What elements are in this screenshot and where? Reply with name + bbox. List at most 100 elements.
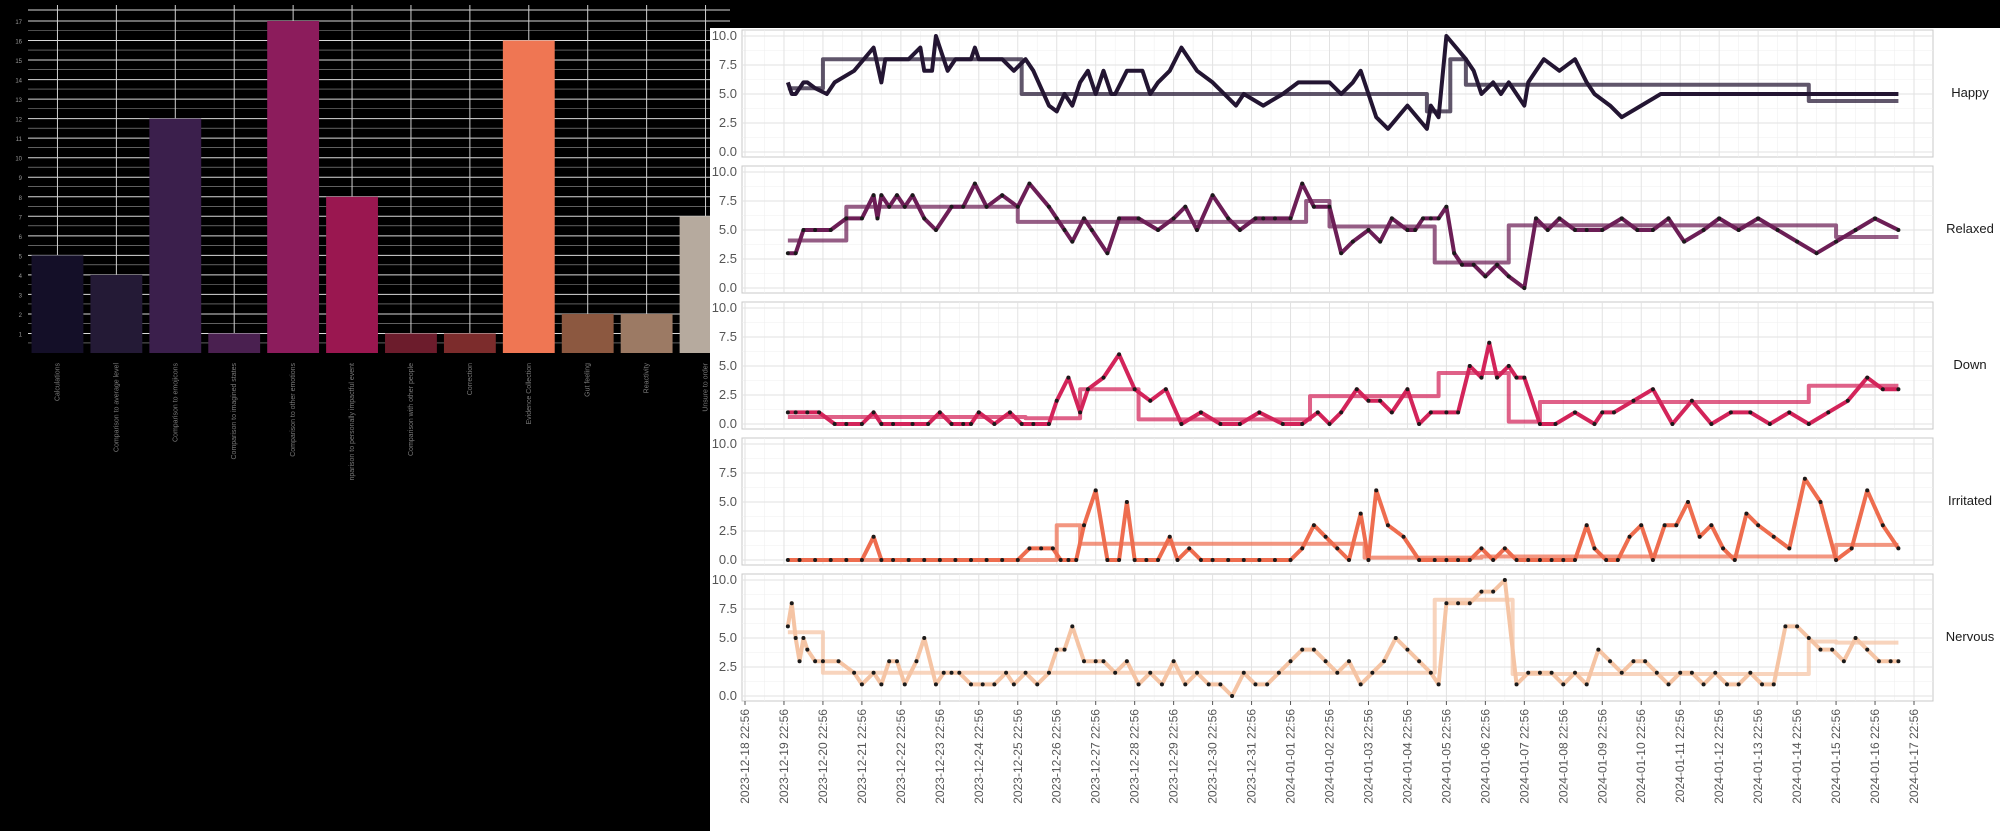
data-point	[1802, 476, 1807, 481]
data-point	[1089, 228, 1094, 232]
data-point	[1311, 647, 1316, 652]
data-point	[1697, 534, 1702, 539]
data-point	[1678, 670, 1683, 675]
data-point	[1241, 558, 1246, 562]
data-point	[1876, 659, 1881, 664]
data-point	[1841, 659, 1846, 664]
data-point	[1561, 682, 1566, 687]
data-point	[1491, 589, 1496, 594]
data-point	[1198, 558, 1203, 562]
data-point	[1093, 488, 1098, 493]
data-point	[1054, 647, 1059, 652]
data-point	[1650, 387, 1655, 392]
y-tick-label: 0.0	[719, 280, 737, 295]
data-point	[1502, 578, 1507, 582]
data-point	[1300, 546, 1305, 551]
data-point	[1682, 239, 1687, 244]
facet-irritated: 0.0 2.5 5.0 7.5 10.0 Irritated	[712, 436, 1992, 567]
data-point	[1713, 670, 1718, 675]
data-point	[1795, 239, 1800, 244]
y-tick-label: 2.5	[719, 251, 737, 266]
data-point	[922, 558, 927, 562]
bar-y-tick-label: 14	[15, 79, 22, 85]
data-point	[1405, 647, 1410, 652]
data-point	[949, 204, 954, 209]
data-point	[1272, 216, 1277, 221]
data-point	[1358, 682, 1363, 687]
data-point	[1584, 682, 1589, 687]
data-point	[1187, 546, 1192, 551]
data-point	[1522, 286, 1527, 290]
data-point	[1689, 398, 1694, 403]
data-point	[1082, 216, 1087, 221]
data-point	[891, 422, 896, 426]
data-point	[1101, 659, 1106, 664]
y-tick-label: 10.0	[712, 28, 737, 43]
data-point	[984, 558, 989, 562]
data-point	[1070, 624, 1075, 629]
y-tick-label: 0.0	[719, 688, 737, 703]
x-tick-label: 2023-12-30 22:56	[1206, 709, 1220, 804]
data-point	[1685, 500, 1690, 504]
data-point	[1124, 659, 1129, 664]
data-point	[1631, 659, 1636, 664]
x-tick-label: 2023-12-19 22:56	[777, 709, 791, 804]
data-point	[1195, 670, 1200, 675]
data-point	[1643, 659, 1648, 664]
x-tick-label: 2023-12-25 22:56	[1011, 709, 1025, 804]
data-point	[1226, 558, 1231, 562]
bar	[267, 21, 320, 353]
bar-category-label: Comparison to other emotions	[290, 363, 297, 457]
data-point	[844, 558, 849, 562]
data-point	[1085, 387, 1090, 392]
data-point	[1487, 340, 1492, 345]
data-point	[813, 659, 818, 664]
bar-category-label: Comparison to emojicons	[172, 363, 179, 442]
data-point	[992, 682, 997, 687]
data-point	[844, 216, 849, 221]
data-point	[832, 422, 837, 426]
data-point	[1471, 262, 1476, 267]
data-point	[1830, 647, 1835, 652]
data-point	[1261, 216, 1266, 221]
data-point	[1327, 422, 1332, 426]
data-point	[1175, 558, 1180, 562]
data-point	[859, 682, 864, 687]
y-tick-label: 0.0	[719, 416, 737, 431]
x-tick-label: 2024-01-12 22:56	[1712, 709, 1726, 804]
data-point	[1074, 558, 1079, 562]
data-point	[1775, 228, 1780, 232]
data-point	[1257, 410, 1262, 415]
data-point	[1011, 682, 1016, 687]
data-point	[1378, 398, 1383, 403]
data-point	[1171, 216, 1176, 221]
data-point	[1635, 228, 1640, 232]
bar-y-tick-label: 5	[19, 254, 23, 260]
facet-happy: 0.0 2.5 5.0 7.5 10.0 Happy	[712, 28, 1990, 159]
facet-label: Happy	[1951, 85, 1989, 100]
data-point	[1627, 534, 1632, 539]
data-point	[1600, 228, 1605, 232]
data-point	[1584, 523, 1589, 528]
data-point	[1288, 659, 1293, 664]
data-point	[844, 422, 849, 426]
data-point	[1432, 558, 1437, 562]
bar	[149, 118, 202, 353]
x-tick-label: 2023-12-31 22:56	[1245, 709, 1259, 804]
data-point	[793, 410, 798, 415]
bar-y-tick-label: 2	[19, 313, 23, 319]
x-tick-label: 2024-01-10 22:56	[1634, 709, 1648, 804]
data-point	[1721, 546, 1726, 551]
data-point	[1417, 558, 1422, 562]
data-point	[1619, 670, 1624, 675]
data-point	[1335, 670, 1340, 675]
data-point	[937, 558, 942, 562]
bar-category-label: Calculations	[54, 363, 61, 402]
data-point	[1315, 410, 1320, 415]
data-point	[813, 558, 818, 562]
data-point	[871, 410, 876, 415]
y-tick-label: 5.0	[719, 494, 737, 509]
facet-down: 0.0 2.5 5.0 7.5 10.0 Down	[712, 300, 1987, 431]
data-point	[1436, 216, 1441, 221]
